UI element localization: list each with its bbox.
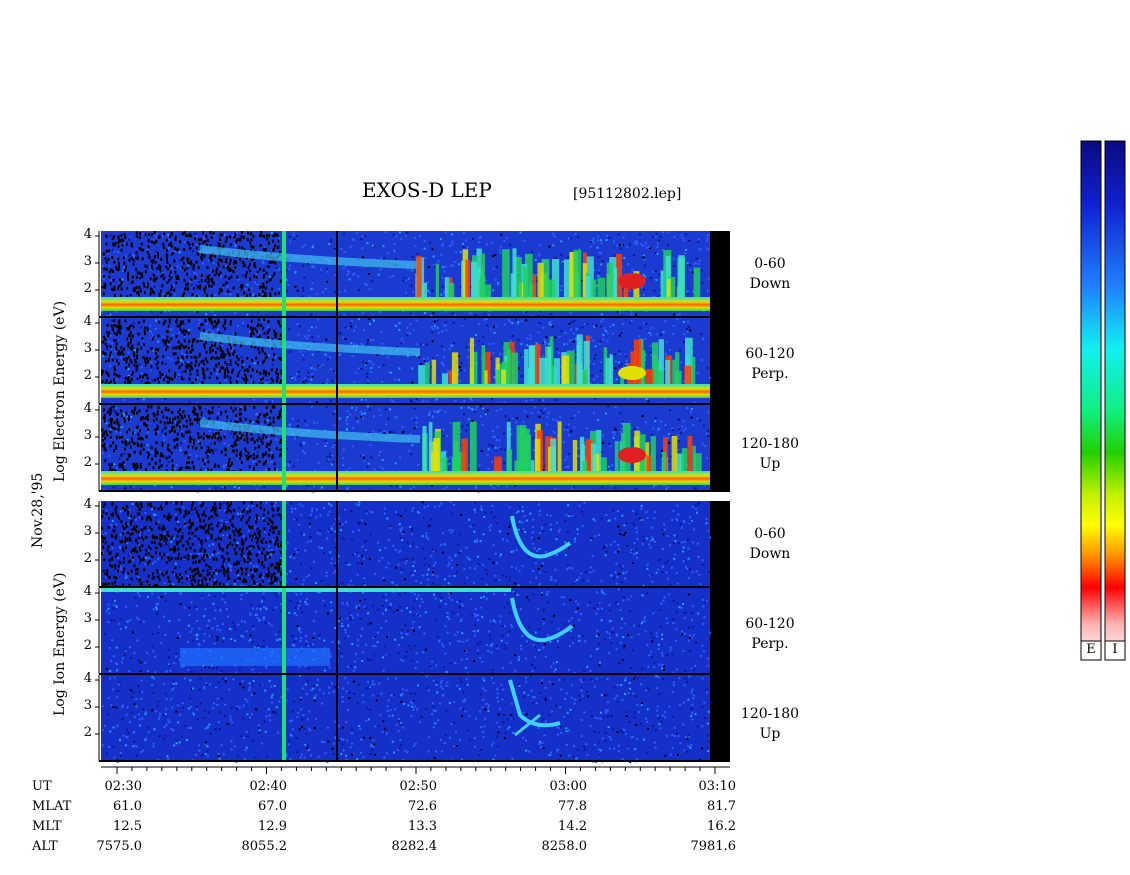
electron-axis-label: Log Electron Energy (eV) (52, 300, 68, 482)
y-tick-label: 2 (83, 551, 92, 566)
y-tick-label: 3 (83, 698, 92, 713)
orbit-value: 8258.0 (541, 839, 588, 854)
y-tick-label: 3 (83, 611, 92, 626)
y-tick-label: 3 (83, 254, 92, 269)
spectrogram-panel-5 (95, 588, 730, 676)
x-tick-label: 02:40 (249, 779, 287, 794)
colorbar-label-i: I (1112, 642, 1118, 657)
y-tick-label: 3 (83, 428, 92, 443)
y-tick-label: 4 (83, 227, 92, 242)
y-tick-label: 2 (83, 638, 92, 653)
spectrogram-panel-3 (95, 405, 730, 493)
orbit-value: 81.7 (707, 799, 736, 814)
orbit-value: 7981.6 (690, 839, 737, 854)
orbit-value: 13.3 (408, 819, 437, 834)
x-tick-label: 02:30 (104, 779, 142, 794)
orbit-value: 14.2 (558, 819, 587, 834)
y-tick-label: 4 (83, 497, 92, 512)
chart-title: EXOS-D LEP (362, 178, 492, 202)
spectrogram-panel-1 (95, 231, 730, 319)
orbit-value: 72.6 (408, 799, 437, 814)
spectrogram-panel-2 (95, 318, 730, 406)
orbit-value: 12.9 (258, 819, 287, 834)
panel-label-i2: 60-120 Perp. (745, 616, 795, 652)
colorbar-ion (1104, 140, 1126, 661)
panel-label-i1: 0-60 Down (749, 526, 791, 562)
spectrogram-panel-6 (95, 675, 730, 763)
y-tick-label: 4 (83, 584, 92, 599)
file-id: [95112802.lep] (573, 186, 682, 202)
ion-axis-label: Log Ion Energy (eV) (52, 572, 68, 716)
x-tick-label: 03:10 (698, 779, 736, 794)
panel-label-e2: 60-120 Perp. (745, 346, 795, 382)
y-tick-label: 4 (83, 314, 92, 329)
panel-label-i3: 120-180 Up (740, 706, 800, 742)
colorbar-label-e: E (1086, 642, 1096, 657)
orbit-value: 8282.4 (391, 839, 438, 854)
y-tick-label: 2 (83, 368, 92, 383)
orbit-key-mlt: MLT (32, 819, 62, 834)
date-label: Nov.28,'95 (30, 472, 46, 548)
y-tick-label: 2 (83, 455, 92, 470)
y-tick-label: 4 (83, 401, 92, 416)
y-tick-label: 2 (83, 725, 92, 740)
orbit-value: 7575.0 (96, 839, 143, 854)
x-tick-label: 02:50 (399, 779, 437, 794)
orbit-key-ut: UT (32, 779, 52, 794)
panel-label-e1: 0-60 Down (749, 256, 791, 292)
colorbar-electron (1080, 140, 1102, 661)
orbit-value: 16.2 (707, 819, 736, 834)
orbit-value: 77.8 (558, 799, 587, 814)
orbit-key-mlat: MLAT (32, 799, 72, 814)
orbit-key-alt: ALT (32, 839, 58, 854)
x-tick-label: 03:00 (549, 779, 587, 794)
y-tick-label: 2 (83, 281, 92, 296)
panel-label-e3: 120-180 Up (740, 436, 800, 472)
y-tick-label: 3 (83, 341, 92, 356)
orbit-value: 12.5 (113, 819, 142, 834)
spectrogram-panel-4 (95, 501, 730, 590)
orbit-value: 67.0 (258, 799, 287, 814)
orbit-value: 8055.2 (241, 839, 288, 854)
orbit-value: 61.0 (113, 799, 142, 814)
y-tick-label: 3 (83, 524, 92, 539)
y-tick-label: 4 (83, 671, 92, 686)
